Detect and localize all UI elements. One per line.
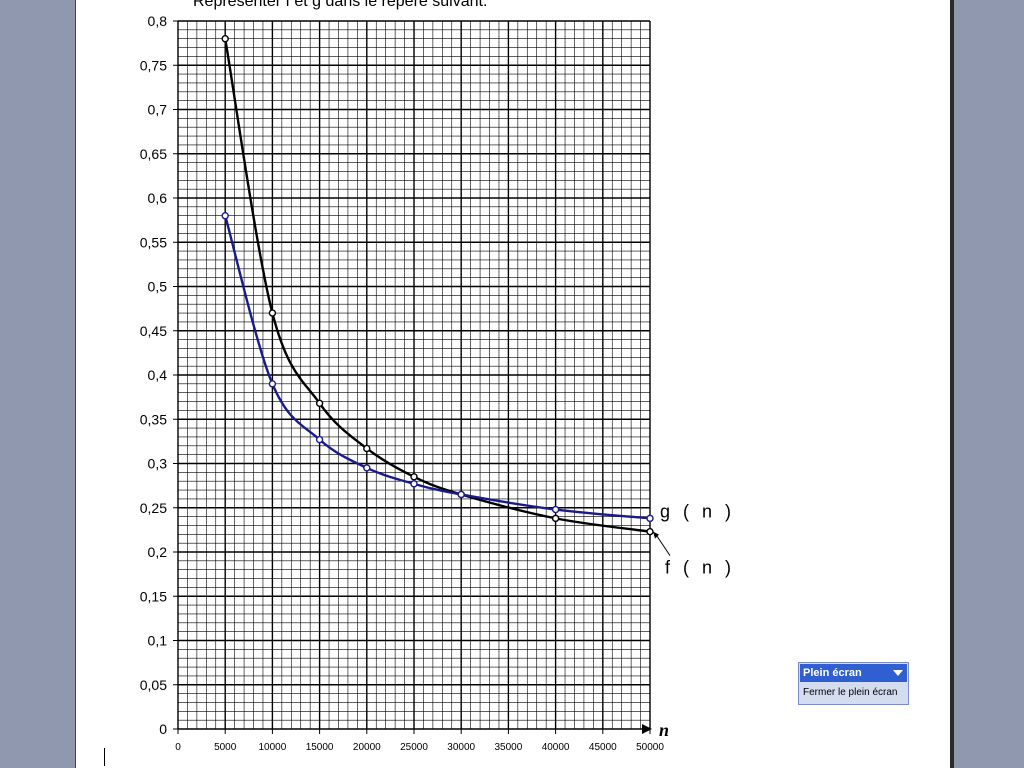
series-g-point — [457, 490, 465, 499]
series-f-leader-line — [655, 534, 671, 556]
y-axis-tick-labels: 0 0,05 0,1 0,15 0,2 0,25 0,3 0,35 0,4 0,45 0,5 0,55… — [140, 13, 167, 737]
y-tick-label: 0 — [159, 721, 167, 737]
y-tick-label: 0,5 — [148, 279, 168, 295]
x-axis-label: n — [659, 720, 669, 740]
x-tick-label: 5000 — [214, 742, 237, 753]
y-tick-label: 0,6 — [148, 190, 168, 206]
x-tick-label: 50000 — [636, 742, 664, 753]
y-tick-label: 0,2 — [148, 544, 168, 560]
x-axis-tick-labels: 0 5000 10000 15000 20000 25000 30000 35000 40000… — [175, 742, 664, 753]
x-tick-label: 45000 — [589, 742, 617, 753]
series-g-line — [224, 215, 651, 520]
x-tick-label: 10000 — [258, 742, 286, 753]
series-f-point — [363, 444, 371, 453]
x-tick-label: 15000 — [306, 742, 334, 753]
series-g-point — [410, 480, 418, 488]
series-layer: g ( n ) f ( n ) — [221, 35, 735, 578]
series-g-point — [363, 464, 371, 472]
x-tick-label: 0 — [175, 742, 181, 753]
x-axis-arrow — [642, 724, 652, 734]
series-g-point — [315, 435, 324, 444]
series-g-point — [221, 211, 229, 220]
series-f-point — [315, 399, 324, 408]
series-f-point — [551, 514, 560, 523]
series-f-point — [646, 527, 654, 536]
y-tick-label: 0,05 — [140, 677, 167, 693]
text-cursor — [104, 748, 105, 766]
x-tick-label: 35000 — [494, 742, 522, 753]
y-tick-label: 0,4 — [148, 367, 168, 383]
y-tick-label: 0,65 — [140, 146, 167, 162]
y-tick-label: 0,7 — [148, 102, 168, 118]
dropdown-arrow-icon[interactable] — [893, 670, 903, 676]
y-tick-label: 0,3 — [148, 456, 168, 472]
series-g-point — [646, 514, 654, 523]
close-fullscreen-button[interactable]: Fermer le plein écran — [803, 687, 898, 698]
series-f-point — [410, 473, 418, 481]
series-f-point — [268, 309, 277, 317]
caption-text: Représenter f et g dans le repère suivan… — [193, 0, 487, 10]
y-tick-label: 0,45 — [140, 323, 167, 339]
series-g-point — [268, 380, 277, 388]
series-f-point — [221, 35, 229, 43]
fullscreen-toolbar: Plein écran Fermer le plein écran — [798, 662, 909, 705]
series-f-label: f ( n ) — [665, 558, 735, 578]
y-tick-label: 0,35 — [140, 411, 167, 427]
y-tick-label: 0,75 — [140, 57, 167, 73]
page-edge — [950, 0, 954, 768]
y-tick-label: 0,8 — [148, 13, 168, 29]
x-tick-label: 30000 — [447, 742, 475, 753]
fullscreen-title-label: Plein écran — [803, 667, 862, 679]
series-f-leader-arrow — [653, 531, 659, 539]
series-g-label: g ( n ) — [660, 501, 735, 521]
series-f-line — [224, 38, 651, 533]
y-tick-label: 0,1 — [148, 633, 168, 649]
fullscreen-toolbar-title[interactable]: Plein écran — [800, 664, 907, 682]
x-tick-label: 40000 — [542, 742, 570, 753]
y-tick-label: 0,55 — [140, 234, 167, 250]
y-tick-label: 0,15 — [140, 588, 167, 604]
series-g-point — [551, 505, 560, 514]
chart-grid — [173, 20, 652, 734]
x-tick-label: 20000 — [353, 742, 381, 753]
x-tick-label: 25000 — [400, 742, 428, 753]
y-tick-label: 0,25 — [140, 500, 167, 516]
